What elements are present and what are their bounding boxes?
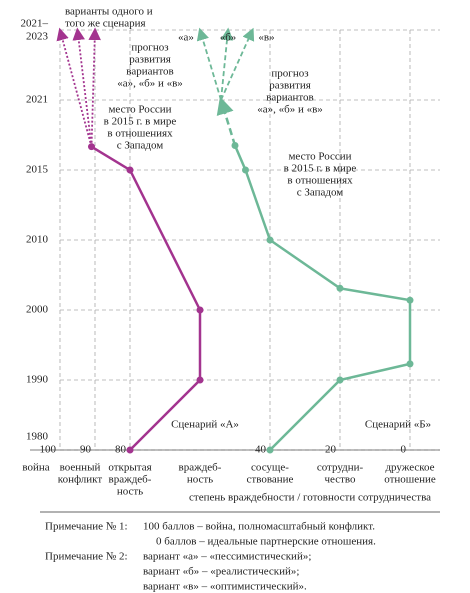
annotation: «а», «б» и «в»	[117, 78, 183, 90]
annotation: развития	[269, 80, 311, 92]
annotation: развития	[129, 54, 171, 66]
annotation: в отношениях	[107, 128, 173, 140]
point	[196, 376, 204, 384]
category-label: дружеское	[385, 462, 434, 474]
category-label: ствование	[247, 474, 294, 486]
note-text: вариант «б» – «реалистический»;	[143, 566, 299, 578]
category-label: враждеб-	[179, 462, 222, 474]
y-tick-label: 2021	[26, 94, 48, 106]
annotation: вариантов	[126, 66, 173, 78]
x-tick-label: 20	[325, 444, 337, 456]
variant-line	[220, 27, 255, 101]
variant-line	[72, 27, 93, 147]
y-tick-label: 2010	[26, 234, 49, 246]
category-label: ность	[187, 474, 213, 486]
x-tick-label: 90	[80, 444, 92, 456]
annotation: в 2015 г. в мире	[104, 116, 177, 128]
y-tick-label: 2000	[26, 304, 49, 316]
variant-line	[220, 27, 234, 101]
annotation: место России	[288, 151, 351, 163]
variant-label: «а»	[178, 32, 194, 44]
y-tick-label: 1980	[26, 431, 49, 443]
x-tick-label: 80	[115, 444, 127, 456]
annotation: место России	[108, 104, 171, 116]
x-tick-label: 40	[255, 444, 267, 456]
series-line	[90, 145, 202, 451]
point	[406, 296, 414, 304]
category-label: сотрудни-	[317, 462, 364, 474]
annotation: в 2015 г. в мире	[284, 163, 357, 175]
variant-line	[196, 27, 222, 101]
point	[406, 360, 414, 368]
variant-line	[88, 27, 101, 147]
x-tick-label: 0	[401, 444, 407, 456]
annotation: того же сценария	[65, 18, 146, 30]
annotation: вариантов	[266, 92, 313, 104]
annotation: варианты одного и	[65, 6, 153, 18]
category-label: сосуще-	[251, 462, 289, 474]
series-label: Сценарий «А»	[171, 419, 239, 431]
annotation: с Западом	[297, 187, 344, 199]
point	[196, 306, 204, 314]
variant-label: «в»	[258, 32, 274, 44]
point	[336, 376, 344, 384]
point	[126, 446, 134, 454]
y-tick-label: 2015	[26, 164, 49, 176]
y-tick-label: 1990	[26, 374, 49, 386]
annotation: «а», «б» и «в»	[257, 104, 323, 116]
annotation: с Западом	[117, 140, 164, 152]
point	[126, 166, 134, 174]
series-label: Сценарий «Б»	[365, 419, 431, 431]
variant-label: «б»	[220, 32, 237, 44]
note-text: вариант «в» – «оптимистический».	[143, 581, 307, 593]
note-text: 100 баллов – война, полномасштабный конф…	[143, 521, 375, 533]
category-label: война	[22, 462, 49, 474]
category-label: военный	[60, 462, 101, 474]
note-text: вариант «а» – «пессимистический»;	[143, 551, 311, 563]
point	[266, 446, 274, 454]
category-label: конфликт	[58, 474, 103, 486]
note-text: 0 баллов – идеальные партнерские отношен…	[156, 536, 376, 548]
annotation: в отношениях	[287, 175, 353, 187]
variant-line	[56, 27, 93, 147]
category-label: ность	[117, 486, 143, 498]
annotation: прогноз	[271, 68, 308, 80]
point	[336, 284, 344, 292]
note-label: Примечание № 1:	[45, 521, 128, 533]
series-line	[233, 145, 412, 451]
category-label: чество	[325, 474, 356, 486]
category-label: отношение	[384, 474, 436, 486]
x-tick-label: 100	[40, 444, 57, 456]
x-axis-title: степень враждебности / готовности сотруд…	[189, 492, 431, 504]
y-tick-label-display: 2021–	[21, 18, 49, 30]
category-label: враждеб-	[109, 474, 152, 486]
y-tick-label-display: 2023	[26, 31, 49, 43]
category-label: открытая	[108, 462, 151, 474]
note-label: Примечание № 2:	[45, 551, 128, 563]
annotation: прогноз	[131, 42, 168, 54]
point	[242, 166, 249, 174]
forecast-line	[216, 96, 237, 146]
point	[266, 236, 274, 244]
